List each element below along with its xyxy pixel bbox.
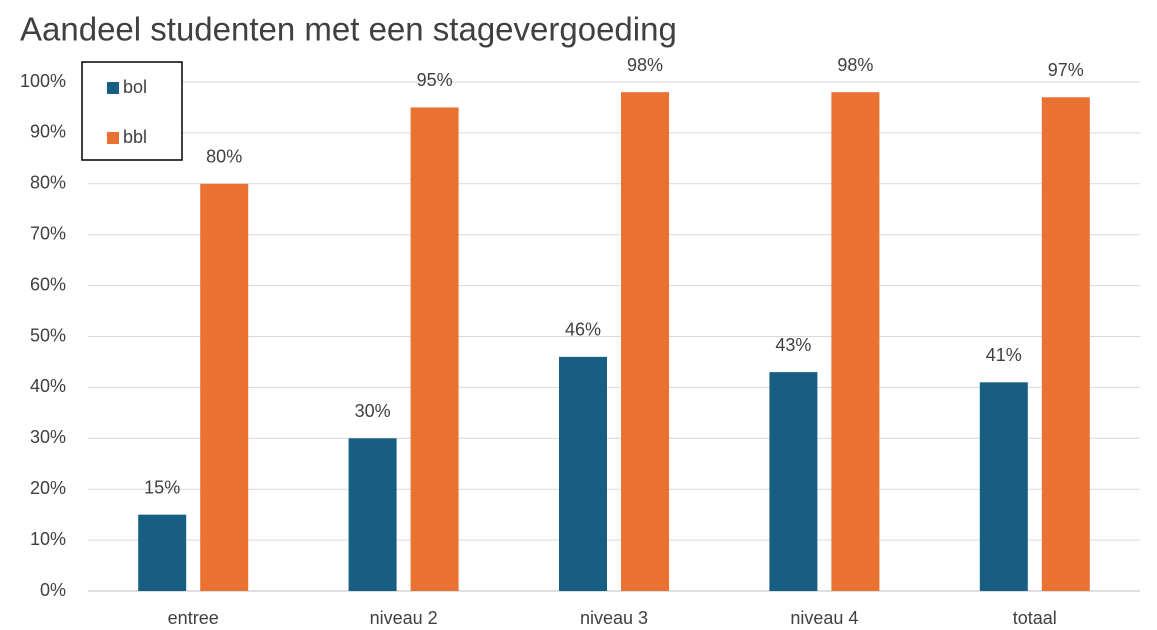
bar — [979, 382, 1028, 591]
y-tick-label: 80% — [30, 173, 66, 193]
legend-label: bbl — [123, 127, 147, 147]
value-label: 95% — [417, 70, 453, 90]
value-label: 30% — [355, 401, 391, 421]
y-tick-label: 30% — [30, 427, 66, 447]
value-label: 98% — [837, 55, 873, 75]
legend-swatch — [107, 82, 119, 94]
bar — [138, 514, 187, 591]
bar — [348, 438, 397, 591]
bar — [831, 92, 880, 592]
value-label: 41% — [986, 345, 1022, 365]
value-label: 46% — [565, 320, 601, 340]
x-tick-label: niveau 2 — [370, 608, 438, 628]
value-label: 15% — [144, 477, 180, 497]
bar — [559, 356, 607, 591]
value-label: 43% — [775, 335, 811, 355]
x-tick-label: niveau 3 — [580, 608, 648, 628]
x-tick-label: entree — [168, 608, 219, 628]
y-tick-label: 40% — [30, 376, 66, 396]
bar — [621, 92, 669, 592]
y-tick-label: 20% — [30, 478, 66, 498]
y-tick-label: 60% — [30, 274, 66, 294]
bar — [769, 372, 818, 591]
bar — [1041, 97, 1090, 592]
value-label: 98% — [627, 55, 663, 75]
legend-box — [81, 61, 183, 161]
y-tick-label: 90% — [30, 122, 66, 142]
value-label: 80% — [206, 147, 242, 167]
y-tick-label: 50% — [30, 325, 66, 345]
bar — [410, 107, 459, 591]
bar — [200, 183, 249, 592]
y-tick-label: 70% — [30, 223, 66, 243]
value-label: 97% — [1048, 60, 1084, 80]
x-tick-label: totaal — [1013, 608, 1057, 628]
y-tick-label: 0% — [40, 580, 66, 600]
legend-label: bol — [123, 77, 147, 97]
chart-title: Aandeel studenten met een stagevergoedin… — [20, 11, 677, 48]
y-tick-label: 100% — [20, 71, 66, 91]
legend-swatch — [107, 132, 119, 144]
y-tick-label: 10% — [30, 529, 66, 549]
x-tick-label: niveau 4 — [790, 608, 858, 628]
